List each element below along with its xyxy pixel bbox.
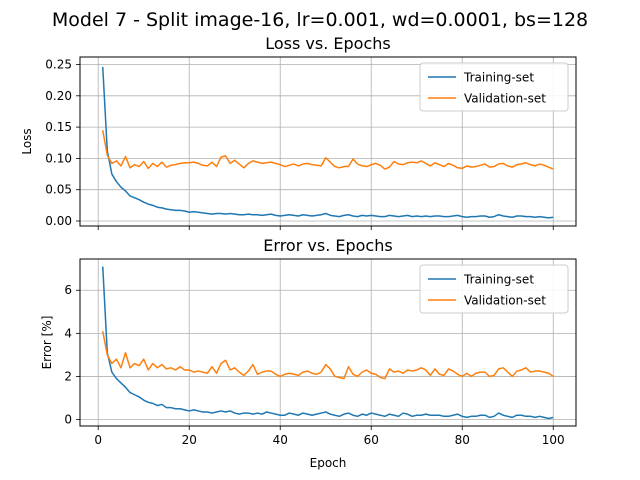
loss-ytick-label: 0.15 [45, 120, 72, 134]
error-legend-label-validation: Validation-set [464, 294, 546, 308]
loss-legend: Training-set Validation-set [419, 62, 569, 112]
error-subplot: Error vs. Epochs 0 20 40 60 80 100 0 2 4 6 Error [%… [40, 236, 577, 470]
error-legend: Training-set Validation-set [419, 264, 569, 314]
loss-legend-box [419, 62, 569, 112]
loss-legend-label-validation: Validation-set [464, 92, 546, 106]
error-xtick-label: 40 [273, 433, 288, 447]
figure-suptitle: Model 7 - Split image-16, lr=0.001, wd=0… [52, 9, 588, 31]
loss-ytick-label: 0.25 [45, 58, 72, 72]
error-axes-frame [79, 258, 577, 427]
error-ytick-label: 0 [64, 413, 72, 427]
loss-chart-title: Loss vs. Epochs [265, 34, 390, 53]
loss-ytick-label: 0.05 [45, 183, 72, 197]
error-xtick-label: 80 [455, 433, 470, 447]
loss-ytick-label: 0.20 [45, 89, 72, 103]
error-chart-title: Error vs. Epochs [263, 236, 392, 255]
error-ytick-label: 4 [64, 326, 72, 340]
error-xlabel: Epoch [310, 456, 347, 470]
loss-ytick-label: 0.00 [45, 214, 72, 228]
error-legend-box [419, 264, 569, 314]
error-xtick-label: 20 [182, 433, 197, 447]
error-legend-label-training: Training-set [463, 273, 534, 287]
error-ytick-label: 2 [64, 369, 72, 383]
error-series-training-line [102, 266, 554, 420]
loss-legend-label-training: Training-set [463, 71, 534, 85]
error-ylabel: Error [%] [40, 316, 54, 370]
error-ytick-label: 6 [64, 283, 72, 297]
error-xtick-label: 100 [542, 433, 565, 447]
error-xtick-label: 60 [364, 433, 379, 447]
error-series-validation-line [102, 331, 554, 380]
loss-series-training-line [102, 66, 554, 219]
loss-subplot: Loss vs. Epochs 0.00 0.05 0.10 0.15 0.20 0.25 L… [20, 34, 577, 230]
loss-ytick-label: 0.10 [45, 151, 72, 165]
error-xtick-label: 0 [94, 433, 102, 447]
loss-axes-frame [79, 56, 577, 227]
loss-ylabel: Loss [20, 128, 34, 154]
loss-series-validation-line [102, 130, 554, 170]
